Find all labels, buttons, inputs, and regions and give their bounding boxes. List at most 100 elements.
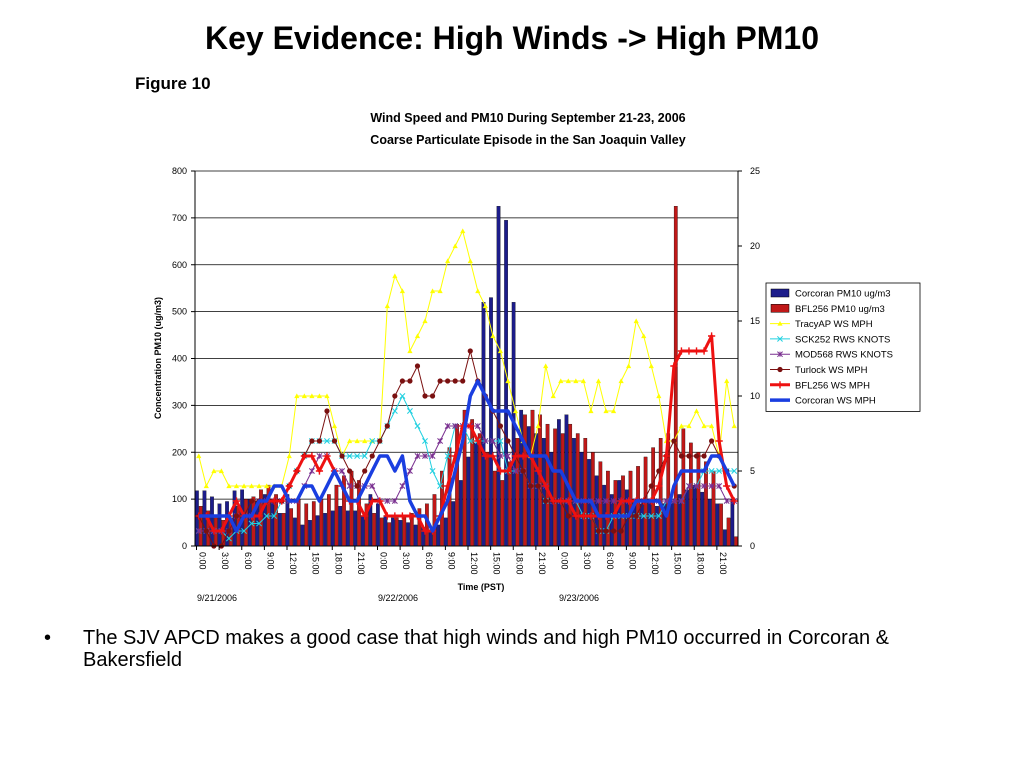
series-point [595,498,602,504]
series-point [467,348,473,354]
bullet-symbol: • [44,627,52,649]
series-point [655,482,663,490]
bar [319,498,324,547]
bar [198,506,203,547]
series-point [693,408,700,414]
bar [670,501,674,547]
series-point [309,393,315,399]
y2-tick-label: 5 [750,466,755,476]
series-point [655,513,662,519]
series-point [709,438,715,444]
x-tick-label: 12:00 [469,552,479,575]
series-point [241,483,247,489]
bar [406,522,410,547]
series-point [324,438,330,444]
series-point [693,483,700,489]
series-point [595,528,602,534]
legend-swatch [770,304,790,313]
series-point [392,393,398,399]
bar [436,524,441,547]
y2-tick-label: 10 [750,391,760,401]
bar [458,480,463,547]
series-point [618,528,624,534]
series-point [331,423,338,429]
series-point [641,333,647,339]
series-point [406,512,414,520]
series-point [369,453,375,459]
bar [304,503,309,547]
bar [692,484,697,547]
x-tick-label: 18:00 [333,552,343,575]
series-point [414,423,421,429]
series-point [422,318,428,324]
y-tick-label: 400 [172,354,187,364]
series-point [505,438,511,444]
wind-pm10-chart: Wind Speed and PM10 During September 21-… [153,111,921,603]
series-point [339,453,345,459]
series-point [633,513,639,519]
series-point [579,512,587,520]
bar [715,503,720,547]
series-point [490,333,496,339]
series-point [437,378,443,384]
series-point [391,512,399,520]
bar [621,475,625,547]
bar [492,470,497,547]
series-point [610,528,617,534]
series-point [474,423,481,429]
legend-marker [777,321,783,326]
series-point [233,513,240,519]
series-point [383,512,391,520]
series-point [558,378,564,384]
series-point [648,513,655,519]
series-point [497,423,504,429]
series-point [211,468,217,474]
x-tick-label: 6:00 [605,552,615,570]
series-point [610,498,617,504]
bar [353,510,358,547]
series-point [474,437,482,445]
series-point [671,438,677,444]
series-point [557,497,565,505]
bar [711,470,716,547]
x-axis-title: Time (PST) [458,582,505,592]
series-point [347,468,353,474]
series-point [716,483,723,489]
series-point [572,512,580,520]
x-tick-label: 15:00 [492,552,502,575]
series-point [504,467,512,475]
bar [575,433,580,547]
series-point [429,468,436,474]
bar [315,515,320,547]
series-point [693,453,700,459]
x-tick-label: 21:00 [537,552,547,575]
y-tick-label: 200 [172,447,187,457]
x-tick-label: 0:00 [379,552,389,570]
bar [270,501,275,547]
series-point [369,438,376,444]
series-point [685,347,693,355]
x-tick-label: 3:00 [401,552,411,570]
series-point [196,453,202,459]
series-point [617,497,625,505]
bar [681,428,686,547]
series-point [549,497,557,505]
series-point [270,497,278,505]
series-point [445,378,451,384]
series-point [384,303,390,309]
series-point [422,393,428,399]
bar [700,491,705,547]
x-tick-label: 9:00 [446,552,456,570]
bar [474,442,478,547]
series-point [339,468,346,474]
bar [639,503,644,547]
x-tick-label: 0:00 [198,552,208,570]
series-point [519,452,527,460]
series-point [384,498,391,504]
series-point [256,520,263,527]
bar [387,522,392,547]
bar [330,510,335,547]
bar [327,494,331,547]
date-label: 9/22/2006 [378,593,418,603]
bar [281,513,286,547]
